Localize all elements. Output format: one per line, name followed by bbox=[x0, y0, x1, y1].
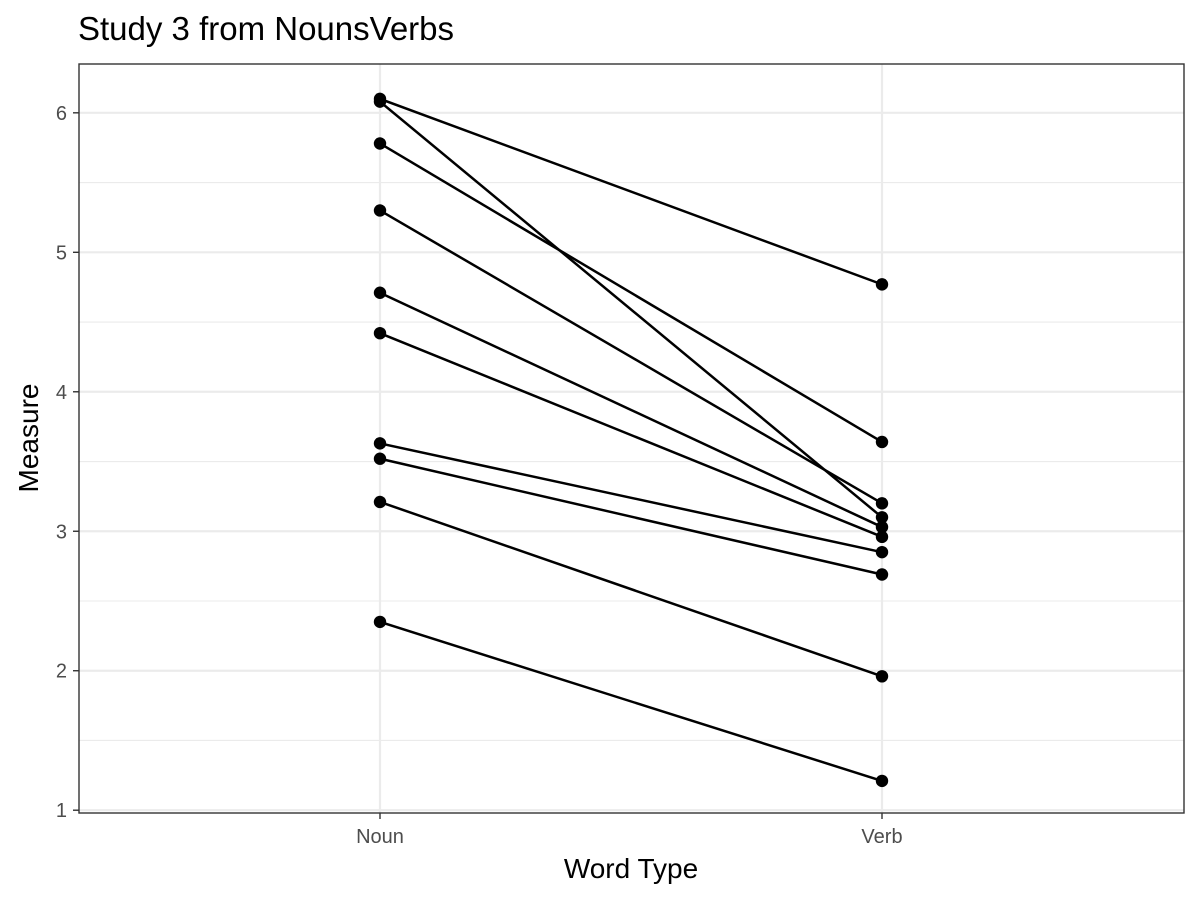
data-point-verb bbox=[875, 278, 889, 291]
y-tick-label: 5 bbox=[56, 242, 67, 264]
data-point-verb bbox=[875, 520, 889, 534]
data-point-verb bbox=[875, 511, 889, 524]
data-point-noun bbox=[373, 137, 387, 150]
data-point-noun bbox=[373, 452, 387, 465]
y-axis: 1 2 3 4 5 6 bbox=[56, 103, 79, 822]
y-tick-label: 6 bbox=[56, 103, 67, 125]
data-point-verb bbox=[875, 545, 889, 559]
data-point-noun bbox=[373, 495, 387, 509]
x-tick-label-verb: Verb bbox=[861, 826, 902, 848]
pair-line bbox=[379, 100, 883, 519]
pair-line bbox=[379, 142, 883, 444]
data-point-noun bbox=[373, 437, 387, 450]
data-point-noun bbox=[373, 615, 387, 629]
data-point-noun bbox=[373, 204, 387, 217]
pair-line bbox=[379, 620, 883, 783]
y-axis-title: Measure bbox=[13, 384, 44, 493]
pair-line bbox=[379, 500, 883, 678]
chart-title: Study 3 from NounsVerbs bbox=[78, 10, 454, 47]
pair-line bbox=[379, 442, 883, 554]
y-tick-label: 4 bbox=[56, 382, 67, 404]
data-point-verb bbox=[875, 568, 889, 581]
pair-line bbox=[379, 97, 883, 286]
data-point-verb bbox=[875, 497, 889, 510]
pair-line bbox=[379, 209, 883, 505]
pair-line bbox=[379, 291, 883, 529]
y-tick-label: 2 bbox=[56, 661, 67, 683]
data-point-noun bbox=[373, 95, 387, 108]
x-axis-title: Word Type bbox=[564, 853, 698, 884]
x-tick-label-noun: Noun bbox=[356, 826, 404, 848]
y-tick-label: 3 bbox=[56, 521, 67, 543]
data-point-verb bbox=[875, 530, 889, 544]
pair-line bbox=[379, 332, 883, 538]
data-lines bbox=[379, 97, 883, 783]
pair-line bbox=[379, 457, 883, 576]
data-point-verb bbox=[875, 670, 889, 683]
data-points bbox=[373, 92, 889, 788]
data-point-noun bbox=[373, 286, 387, 299]
y-tick-label: 1 bbox=[56, 800, 67, 822]
x-axis: Noun Verb bbox=[356, 813, 903, 848]
panel-border bbox=[78, 63, 1185, 814]
data-point-verb bbox=[875, 435, 889, 449]
data-point-verb bbox=[875, 774, 889, 788]
data-point-noun bbox=[373, 326, 387, 340]
